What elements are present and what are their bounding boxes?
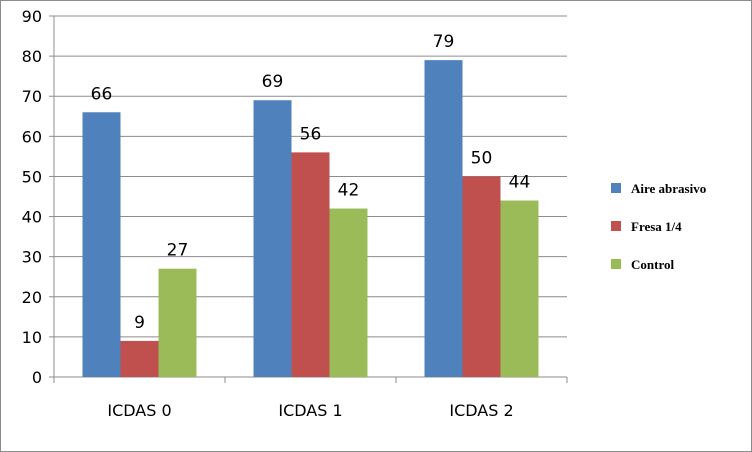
y-tick-label: 60 xyxy=(22,127,42,146)
x-tick-label: ICDAS 2 xyxy=(449,401,513,420)
y-tick-label: 40 xyxy=(22,208,42,227)
y-tick-label: 70 xyxy=(22,87,42,106)
data-label: 50 xyxy=(471,148,493,168)
bar xyxy=(291,152,330,377)
bar xyxy=(120,340,159,377)
data-label: 27 xyxy=(167,241,189,261)
data-label: 42 xyxy=(338,181,360,201)
data-label: 66 xyxy=(91,84,113,104)
bar xyxy=(158,268,197,377)
data-label: 56 xyxy=(300,124,322,144)
bar xyxy=(253,100,292,377)
y-tick-label: 0 xyxy=(32,368,42,387)
bar xyxy=(329,208,368,377)
legend-label: Aire abrasivo xyxy=(631,181,706,196)
legend-swatch xyxy=(611,221,621,231)
y-tick-label: 20 xyxy=(22,288,42,307)
data-label: 69 xyxy=(262,72,284,92)
y-tick-label: 30 xyxy=(22,248,42,267)
legend-label: Fresa 1/4 xyxy=(631,219,682,234)
bar xyxy=(500,200,539,377)
bar xyxy=(462,176,501,377)
legend-label: Control xyxy=(631,257,674,272)
data-label: 44 xyxy=(509,173,531,193)
legend-swatch xyxy=(611,183,621,193)
data-label: 9 xyxy=(134,313,145,333)
y-tick-label: 10 xyxy=(22,328,42,347)
bar xyxy=(424,60,463,377)
x-tick-label: ICDAS 1 xyxy=(278,401,342,420)
data-label: 79 xyxy=(433,32,455,52)
bar xyxy=(82,112,121,378)
y-tick-label: 90 xyxy=(22,7,42,26)
y-tick-label: 50 xyxy=(22,167,42,186)
y-tick-label: 80 xyxy=(22,47,42,66)
x-tick-label: ICDAS 0 xyxy=(107,401,171,420)
legend-swatch xyxy=(611,259,621,269)
